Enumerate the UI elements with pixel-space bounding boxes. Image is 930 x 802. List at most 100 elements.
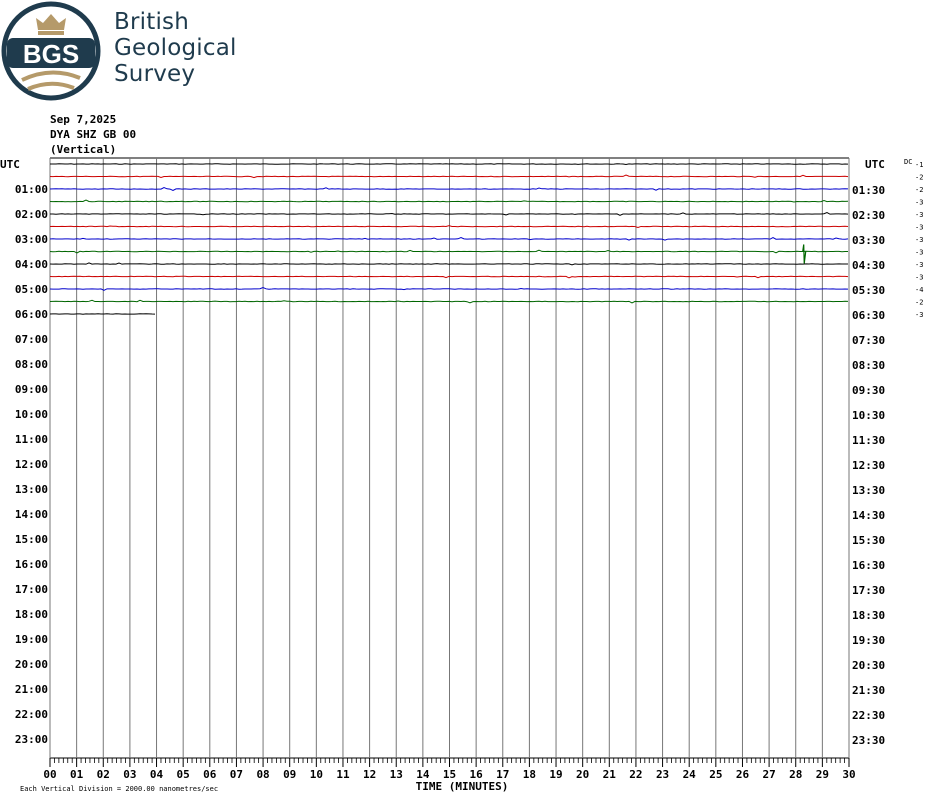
- right-hour-label: 23:30: [852, 734, 885, 747]
- left-hour-label: 06:00: [15, 308, 48, 321]
- right-hour-label: 18:30: [852, 609, 885, 622]
- dc-offset-label: -3: [915, 249, 923, 257]
- x-tick-label: 07: [230, 768, 243, 781]
- right-axis-label: UTC: [865, 158, 885, 171]
- dc-offset-label: -3: [915, 261, 923, 269]
- left-hour-label: 17:00: [15, 583, 48, 596]
- x-tick-label: 25: [709, 768, 722, 781]
- right-hour-label: 14:30: [852, 509, 885, 522]
- right-hour-label: 01:30: [852, 184, 885, 197]
- x-tick-label: 27: [762, 768, 775, 781]
- right-hour-label: 21:30: [852, 684, 885, 697]
- x-tick-label: 16: [470, 768, 484, 781]
- left-hour-label: 04:00: [15, 258, 48, 271]
- x-tick-label: 01: [70, 768, 84, 781]
- right-hour-label: 09:30: [852, 384, 885, 397]
- x-tick-label: 12: [363, 768, 376, 781]
- logo-name-line3: Survey: [114, 61, 196, 87]
- right-hour-label: 20:30: [852, 659, 885, 672]
- x-tick-label: 05: [177, 768, 190, 781]
- left-hour-label: 20:00: [15, 658, 48, 671]
- left-hour-label: 11:00: [15, 433, 48, 446]
- seismic-event: [802, 244, 807, 264]
- x-tick-label: 22: [629, 768, 642, 781]
- dc-offset-label: -3: [915, 311, 923, 319]
- dc-offset-label: -1: [915, 161, 923, 169]
- seismic-trace: [49, 199, 849, 203]
- right-hour-label: 03:30: [852, 234, 885, 247]
- right-hour-label: 10:30: [852, 409, 885, 422]
- dc-offset-label: -3: [915, 224, 923, 232]
- left-hour-label: 15:00: [15, 533, 48, 546]
- traces: [49, 163, 849, 315]
- x-tick-label: 13: [390, 768, 403, 781]
- right-hour-label: 15:30: [852, 534, 885, 547]
- left-hour-label: 16:00: [15, 558, 48, 571]
- x-tick-label: 23: [656, 768, 669, 781]
- seismic-trace: [49, 174, 849, 179]
- dc-label: DC: [904, 158, 912, 166]
- dc-offset-label: -3: [915, 274, 923, 282]
- seismic-trace: [49, 236, 849, 241]
- scale-note: Each Vertical Division = 2000.00 nanomet…: [20, 785, 218, 793]
- right-hour-label: 11:30: [852, 434, 885, 447]
- right-hour-label: 16:30: [852, 559, 885, 572]
- seismic-trace: [49, 249, 849, 254]
- left-hour-label: 12:00: [15, 458, 48, 471]
- right-hour-label: 07:30: [852, 334, 885, 347]
- x-tick-label: 26: [736, 768, 750, 781]
- seismic-trace: [49, 186, 849, 192]
- right-hour-label: 08:30: [852, 359, 885, 372]
- seismic-trace: [50, 163, 849, 165]
- logo-abbrev: BGS: [23, 39, 79, 69]
- left-hour-label: 10:00: [15, 408, 48, 421]
- dc-offset-label: -3: [915, 236, 923, 244]
- left-hour-label: 09:00: [15, 383, 48, 396]
- landscape-icon: [21, 70, 81, 91]
- x-tick-label: 02: [97, 768, 110, 781]
- x-tick-label: 14: [416, 768, 430, 781]
- right-hour-label: 06:30: [852, 309, 885, 322]
- left-hour-label: 23:00: [15, 733, 48, 746]
- right-hour-label: 19:30: [852, 634, 885, 647]
- header-station: DYA SHZ GB 00: [50, 128, 137, 141]
- x-tick-label: 18: [523, 768, 536, 781]
- left-hour-label: 21:00: [15, 683, 48, 696]
- right-hour-label: 02:30: [852, 209, 885, 222]
- seismic-trace: [49, 286, 849, 291]
- x-tick-label: 21: [603, 768, 617, 781]
- axes: UTC UTC DC TIME (MINUTES) Each Vertical …: [0, 158, 923, 793]
- left-hour-label: 14:00: [15, 508, 48, 521]
- left-hour-label: 07:00: [15, 333, 48, 346]
- x-tick-label: 08: [256, 768, 269, 781]
- left-hour-label: 01:00: [15, 183, 48, 196]
- bgs-logo: BGS: [1, 1, 101, 101]
- dc-offset-label: -2: [915, 299, 923, 307]
- x-tick-label: 24: [683, 768, 697, 781]
- seismic-trace: [49, 225, 849, 229]
- seismic-trace: [49, 212, 849, 216]
- right-hour-label: 05:30: [852, 284, 885, 297]
- x-tick-label: 19: [549, 768, 562, 781]
- x-tick-label: 06: [203, 768, 217, 781]
- dc-offset-label: -2: [915, 174, 923, 182]
- x-tick-label: 29: [816, 768, 829, 781]
- right-hour-label: 22:30: [852, 709, 885, 722]
- x-tick-label: 03: [123, 768, 136, 781]
- x-tick-label: 11: [336, 768, 350, 781]
- seismic-trace: [49, 262, 849, 266]
- x-tick-label: 28: [789, 768, 802, 781]
- right-hour-label: 17:30: [852, 584, 885, 597]
- logo-name-line1: British: [114, 9, 189, 35]
- seismic-trace: [49, 299, 849, 304]
- left-hour-label: 08:00: [15, 358, 48, 371]
- header-component: (Vertical): [50, 143, 117, 156]
- left-hour-label: 03:00: [15, 233, 48, 246]
- grid: [49, 157, 850, 767]
- seismic-trace: [49, 275, 849, 279]
- dc-offset-label: -2: [915, 186, 923, 194]
- crown-icon: [36, 14, 66, 35]
- x-tick-label: 17: [496, 768, 509, 781]
- right-hour-label: 12:30: [852, 459, 885, 472]
